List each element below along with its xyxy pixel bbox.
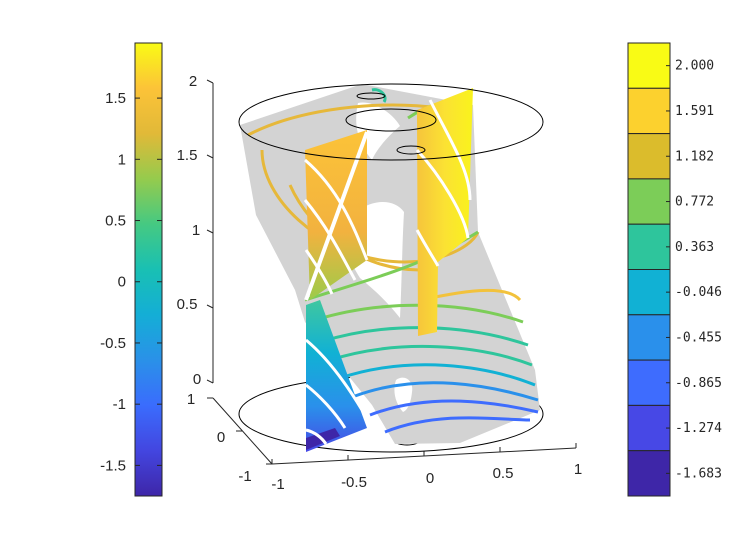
left-colorbar: 1.5 1 0.5 0 -0.5 -1 -1.5 (100, 42, 163, 497)
top-circles (238, 83, 544, 161)
slice-contour (304, 249, 334, 295)
right-colorbar-band (627, 314, 671, 361)
contour-line (329, 344, 533, 367)
right-colorbar-band (627, 133, 671, 180)
x-tick-label: -1 (271, 476, 284, 493)
right-colorbar-tick-label: -1.683 (675, 466, 722, 481)
right-colorbar-tick-label: 1.591 (675, 104, 714, 119)
right-colorbar-tick-label: 2.000 (675, 59, 714, 74)
x-tick-label: -0.5 (341, 474, 367, 491)
z-axis-ticks (206, 79, 214, 384)
slice-right-upper (417, 88, 473, 336)
right-colorbar-bands (627, 42, 671, 497)
surface-hole-upper (356, 102, 400, 160)
contour-line (354, 381, 539, 402)
slice-contour (305, 383, 347, 429)
right-colorbar-frame (627, 42, 671, 497)
top-outer-circle (238, 83, 544, 161)
x-tick-label: 0.5 (493, 465, 514, 482)
z-tick-mark (206, 79, 214, 384)
axes-3d: 2 1.5 1 0.5 0 1 0 -1 -1 -0.5 0 0.5 1 (177, 73, 583, 493)
z-tick-label: 0 (193, 371, 201, 388)
right-colorbar-tick-label: -0.865 (675, 376, 722, 391)
contour-line (384, 416, 531, 434)
surface (240, 84, 540, 452)
slice-contour (415, 229, 440, 267)
slice-contour (304, 158, 369, 261)
right-colorbar-tick-label: -0.046 (675, 285, 722, 300)
y-axis-line (212, 397, 273, 465)
x-tick-label: 1 (574, 461, 582, 478)
right-colorbar-tick-label: 0.363 (675, 240, 714, 255)
contour-line (339, 363, 536, 387)
right-colorbar-tick-label: 1.182 (675, 149, 714, 164)
right-colorbar-tick-label: 0.772 (675, 195, 714, 210)
left-colorbar-tick-label: 0.5 (105, 213, 126, 230)
right-colorbar-tick-label: -0.455 (675, 330, 722, 345)
left-colorbar-ticks: 1.5 1 0.5 0 -0.5 -1 -1.5 (100, 90, 162, 474)
y-tick-label: 0 (217, 429, 225, 446)
left-colorbar-tick-label: 1 (118, 151, 126, 168)
left-colorbar-tick-label: 1.5 (105, 90, 126, 107)
right-colorbar-band (627, 87, 671, 135)
contour-line (260, 149, 480, 264)
slice-left-lower (306, 300, 367, 452)
slice-contour (304, 131, 369, 301)
contour-line (371, 88, 387, 103)
right-colorbar-band (627, 269, 671, 316)
z-tick-label: 1 (192, 222, 200, 239)
left-colorbar-gradient (134, 42, 163, 497)
right-colorbar-band (627, 178, 671, 225)
y-tick-label: 1 (187, 391, 195, 408)
top-tiny-circle (356, 92, 386, 100)
slice-contour (303, 199, 357, 281)
slice-contour (415, 148, 470, 239)
left-colorbar-tick-label: 0 (118, 274, 126, 291)
slice-contour (428, 99, 472, 201)
right-colorbar-labels: 2.000 1.591 1.182 0.772 0.363 -0.046 -0.455 -0.… (666, 59, 722, 481)
right-colorbar-band (627, 223, 671, 270)
z-tick-label: 1.5 (177, 147, 198, 164)
right-colorbar: 2.000 1.591 1.182 0.772 0.363 -0.046 -0.455 -0.… (627, 42, 722, 497)
x-tick-marks (271, 443, 577, 464)
contour-line (369, 399, 539, 417)
top-small-circle (396, 145, 426, 155)
right-colorbar-band (627, 404, 671, 452)
contour-line (247, 103, 441, 137)
right-colorbar-band (627, 359, 671, 406)
left-colorbar-tick-label: -1 (113, 396, 126, 413)
z-tick-label: 2 (189, 73, 197, 90)
z-tick-label: 0.5 (177, 296, 198, 313)
slice-contour (305, 338, 364, 411)
slice-contour (305, 428, 328, 445)
left-colorbar-tick-label: -1.5 (100, 457, 126, 474)
y-tick-label: -1 (238, 468, 251, 485)
right-colorbar-band (627, 450, 671, 497)
top-middle-circle (345, 108, 437, 132)
left-colorbar-tick-label: -0.5 (100, 335, 126, 352)
y-tick-marks (207, 397, 272, 465)
x-tick-label: 0 (426, 470, 434, 487)
right-colorbar-band (627, 42, 671, 89)
right-colorbar-tick-label: -1.274 (675, 421, 722, 436)
slice-contours (303, 99, 472, 445)
